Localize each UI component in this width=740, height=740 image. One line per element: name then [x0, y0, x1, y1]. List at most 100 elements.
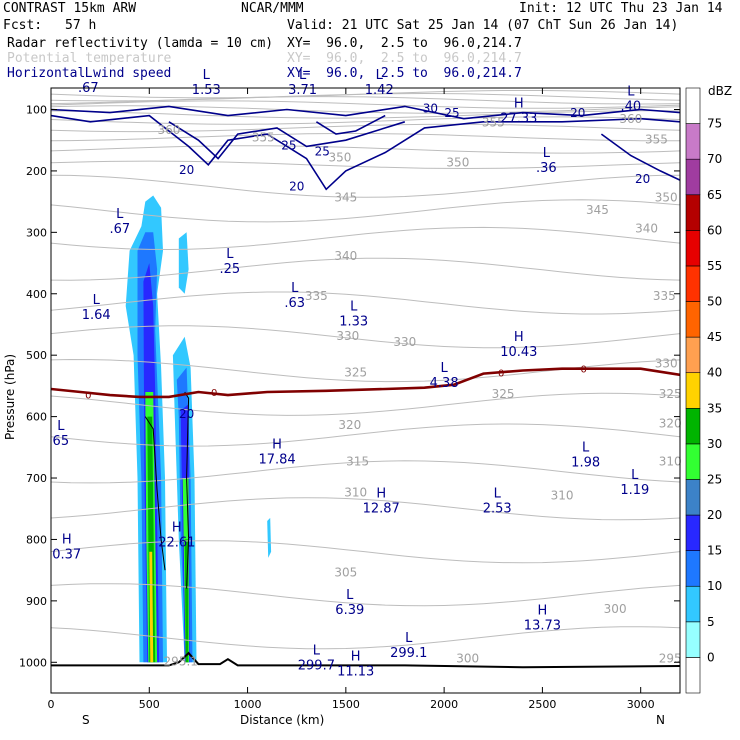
colorbar-level: 50 — [707, 295, 722, 309]
colorbar-swatch — [685, 158, 701, 196]
theta-label: 310 — [344, 485, 367, 499]
theta-contour — [51, 145, 680, 154]
y-axis-label: Pressure (hPa) — [3, 354, 17, 440]
theta-label: 350 — [655, 191, 678, 205]
extremum-value: 3.71 — [288, 83, 317, 98]
y-tick-label: 900 — [26, 595, 47, 608]
extremum-value: 0.37 — [52, 548, 81, 563]
theta-label: 310 — [551, 489, 574, 503]
colorbar-level: 5 — [707, 615, 715, 629]
axes: 0 500 1000 1500 2000 2500 30001002003004005006… — [19, 88, 680, 711]
theta-label: 350 — [328, 151, 351, 165]
wind-contour — [600, 133, 680, 181]
extremum-kind: L — [93, 293, 101, 308]
extremum-kind: L — [291, 281, 299, 296]
extremum-value: 17.84 — [258, 453, 295, 468]
theta-contour — [51, 226, 680, 251]
extremum-value: 22.61 — [158, 535, 195, 550]
extremum-kind: L — [543, 146, 551, 161]
reflectivity-cell — [147, 416, 156, 663]
extremum-value: 4.38 — [430, 376, 459, 391]
theta-label: 300 — [456, 651, 479, 665]
colorbar-level: 20 — [707, 508, 722, 522]
extremum-value: 11.13 — [337, 664, 374, 679]
extremum-value: 65 — [53, 434, 70, 449]
extremum-kind: H — [62, 533, 72, 548]
wind-label: 25 — [444, 106, 459, 120]
zero-isotherm-label: 0 — [498, 368, 504, 379]
y-tick-label: 600 — [26, 411, 47, 424]
x-tick-label: 500 — [139, 698, 160, 711]
y-tick-label: 700 — [26, 472, 47, 485]
extremum-value: 1.19 — [620, 483, 649, 498]
wind-label: 20 — [289, 180, 304, 194]
y-tick-label: 800 — [26, 533, 47, 546]
theta-label: 325 — [344, 366, 367, 380]
zero-isotherm — [51, 367, 680, 399]
field-wind: Horizontal wind speed — [7, 66, 172, 81]
reflectivity-layer — [125, 195, 272, 663]
theta-label: 325 — [659, 387, 682, 401]
y-tick-label: 100 — [26, 103, 47, 116]
theta-contour — [51, 116, 680, 125]
wind-contours — [51, 105, 680, 589]
wind-contour — [315, 114, 386, 135]
colorbar-level: 55 — [707, 259, 722, 273]
extremum-kind: L — [346, 588, 354, 603]
fcst-value: 57 h — [65, 18, 97, 33]
colorbar-level: 70 — [707, 152, 722, 166]
extremum-kind: H — [376, 487, 386, 502]
theta-label: 345 — [334, 191, 357, 205]
theta-label: 355 — [645, 132, 668, 146]
extremum-kind: L — [494, 487, 502, 502]
extremum-kind: L — [313, 643, 321, 658]
x-tick-label: 1000 — [234, 698, 262, 711]
theta-label: 340 — [334, 249, 357, 263]
x-end-right: N — [656, 713, 665, 727]
extremum-value: 2.53 — [483, 502, 512, 517]
extremum-kind: L — [116, 207, 124, 222]
colorbar-swatch — [685, 336, 701, 374]
theta-contour — [51, 540, 680, 564]
y-tick-label: 500 — [26, 349, 47, 362]
colorbar-swatch — [685, 87, 701, 124]
colorbar-swatch — [685, 407, 701, 445]
wind-label: 25 — [281, 138, 296, 152]
theta-contour — [51, 257, 680, 281]
model-title: CONTRAST 15km ARW — [3, 1, 137, 16]
extremum-kind: H — [514, 97, 524, 112]
theta-label: 295.1 — [164, 654, 198, 668]
zero-isotherm-line — [51, 367, 680, 399]
colorbar-swatch — [685, 301, 701, 338]
extremum-value: .67 — [109, 222, 130, 237]
theta-contour — [51, 291, 680, 315]
field-theta-xy: XY= 96.0, 2.5 to 96.0,214.7 — [287, 51, 522, 66]
y-tick-label: 200 — [26, 165, 47, 178]
extremum-kind: L — [350, 299, 358, 314]
extremum-value: .25 — [220, 262, 241, 277]
theta-label: 360 — [619, 112, 642, 126]
plot-frame — [50, 87, 681, 694]
colorbar-level: 40 — [707, 366, 722, 380]
colorbar-level: 15 — [707, 544, 722, 558]
zero-isotherm-label: 0 — [580, 365, 586, 376]
theta-contour — [51, 160, 680, 170]
theta-contour — [51, 110, 680, 119]
extremum-value: 1.42 — [365, 83, 394, 98]
extremum-kind: H — [351, 649, 361, 664]
colorbar-level: 10 — [707, 579, 722, 593]
colorbar-swatch — [685, 514, 701, 551]
extremum-kind: L — [441, 361, 449, 376]
surface-pressure-line — [51, 651, 680, 669]
x-tick-label: 0 — [48, 698, 55, 711]
extremum-value: 13.73 — [524, 618, 561, 633]
valid-time: Valid: 21 UTC Sat 25 Jan 14 (07 ChT Sun … — [287, 18, 679, 33]
x-tick-label: 3000 — [627, 698, 655, 711]
extremum-kind: L — [299, 68, 307, 83]
extremum-kind: H — [538, 603, 548, 618]
extremum-kind: H — [514, 330, 524, 345]
reflectivity-cell — [267, 517, 272, 558]
theta-contour — [51, 423, 680, 447]
theta-contour — [51, 583, 680, 607]
init-time: Init: 12 UTC Thu 23 Jan 14 — [519, 1, 723, 16]
